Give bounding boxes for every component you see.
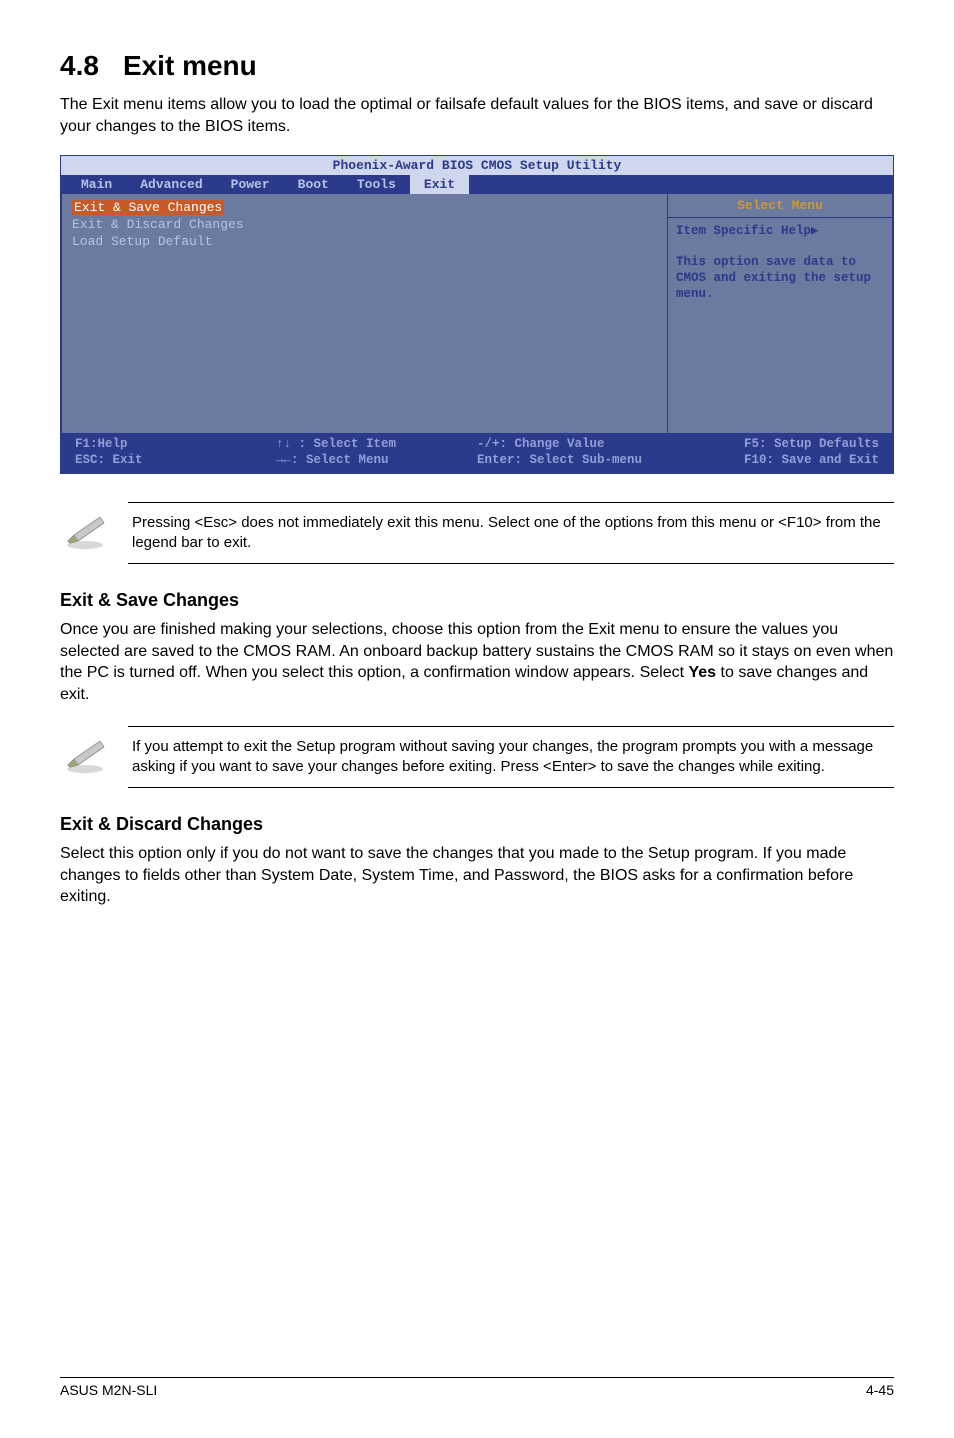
bios-title: Phoenix-Award BIOS CMOS Setup Utility bbox=[61, 156, 893, 175]
bios-tab-tools[interactable]: Tools bbox=[343, 175, 410, 194]
f-change: -/+: Change Value bbox=[477, 437, 605, 451]
right-arrow-icon: ▶ bbox=[811, 224, 819, 238]
bios-footer-col1: F1:Help ESC: Exit bbox=[75, 436, 276, 469]
bios-tab-advanced[interactable]: Advanced bbox=[126, 175, 216, 194]
f-defaults: F5: Setup Defaults bbox=[744, 437, 879, 451]
footer-right: 4-45 bbox=[866, 1382, 894, 1398]
f-enter: Enter: Select Sub-menu bbox=[477, 453, 642, 467]
bios-item-save[interactable]: Exit & Save Changes bbox=[72, 200, 224, 215]
f-esc: ESC: Exit bbox=[75, 453, 143, 467]
bios-tab-boot[interactable]: Boot bbox=[284, 175, 343, 194]
bios-right-help: Item Specific Help▶ This option save dat… bbox=[668, 218, 892, 308]
body-save: Once you are finished making your select… bbox=[60, 619, 894, 705]
bios-footer-col3: -/+: Change Value Enter: Select Sub-menu bbox=[477, 436, 678, 469]
page-footer: ASUS M2N-SLI 4-45 bbox=[60, 1377, 894, 1398]
section-number: 4.8 bbox=[60, 50, 99, 81]
subheading-discard: Exit & Discard Changes bbox=[60, 814, 894, 835]
intro-paragraph: The Exit menu items allow you to load th… bbox=[60, 94, 894, 137]
body-discard: Select this option only if you do not wa… bbox=[60, 843, 894, 908]
bios-menubar: Main Advanced Power Boot Tools Exit bbox=[61, 175, 893, 194]
bios-footer: F1:Help ESC: Exit ↑↓ : Select Item →←: S… bbox=[61, 434, 893, 473]
footer-left: ASUS M2N-SLI bbox=[60, 1382, 157, 1398]
bios-footer-col4: F5: Setup Defaults F10: Save and Exit bbox=[678, 436, 879, 469]
f-select-item: ↑↓ : Select Item bbox=[276, 437, 396, 451]
bios-item-default[interactable]: Load Setup Default bbox=[72, 234, 657, 249]
bios-help-label: Item Specific Help bbox=[676, 224, 811, 238]
subheading-save: Exit & Save Changes bbox=[60, 590, 894, 611]
f-save: F10: Save and Exit bbox=[744, 453, 879, 467]
note1-text: Pressing <Esc> does not immediately exit… bbox=[132, 514, 881, 551]
bios-screen: Phoenix-Award BIOS CMOS Setup Utility Ma… bbox=[60, 155, 894, 474]
bios-body: Exit & Save Changes Exit & Discard Chang… bbox=[61, 194, 893, 434]
f-help: F1:Help bbox=[75, 437, 128, 451]
section-name: Exit menu bbox=[123, 50, 257, 81]
section-title: 4.8 Exit menu bbox=[60, 50, 894, 82]
note-block-1: Pressing <Esc> does not immediately exit… bbox=[128, 502, 894, 565]
pencil-icon bbox=[60, 735, 110, 775]
bios-right-title: Select Menu bbox=[668, 194, 892, 218]
note-block-2: If you attempt to exit the Setup program… bbox=[128, 726, 894, 789]
note2-text: If you attempt to exit the Setup program… bbox=[132, 738, 873, 775]
bios-left-panel: Exit & Save Changes Exit & Discard Chang… bbox=[61, 194, 668, 434]
f-select-menu: →←: Select Menu bbox=[276, 453, 389, 467]
bios-tab-exit[interactable]: Exit bbox=[410, 175, 469, 194]
bios-tab-power[interactable]: Power bbox=[217, 175, 284, 194]
bios-right-panel: Select Menu Item Specific Help▶ This opt… bbox=[668, 194, 893, 434]
bios-help-text: This option save data to CMOS and exitin… bbox=[676, 255, 871, 300]
bios-tab-main[interactable]: Main bbox=[67, 175, 126, 194]
save-text-bold: Yes bbox=[688, 664, 716, 681]
bios-item-discard[interactable]: Exit & Discard Changes bbox=[72, 217, 657, 232]
bios-footer-col2: ↑↓ : Select Item →←: Select Menu bbox=[276, 436, 477, 469]
pencil-icon bbox=[60, 511, 110, 551]
